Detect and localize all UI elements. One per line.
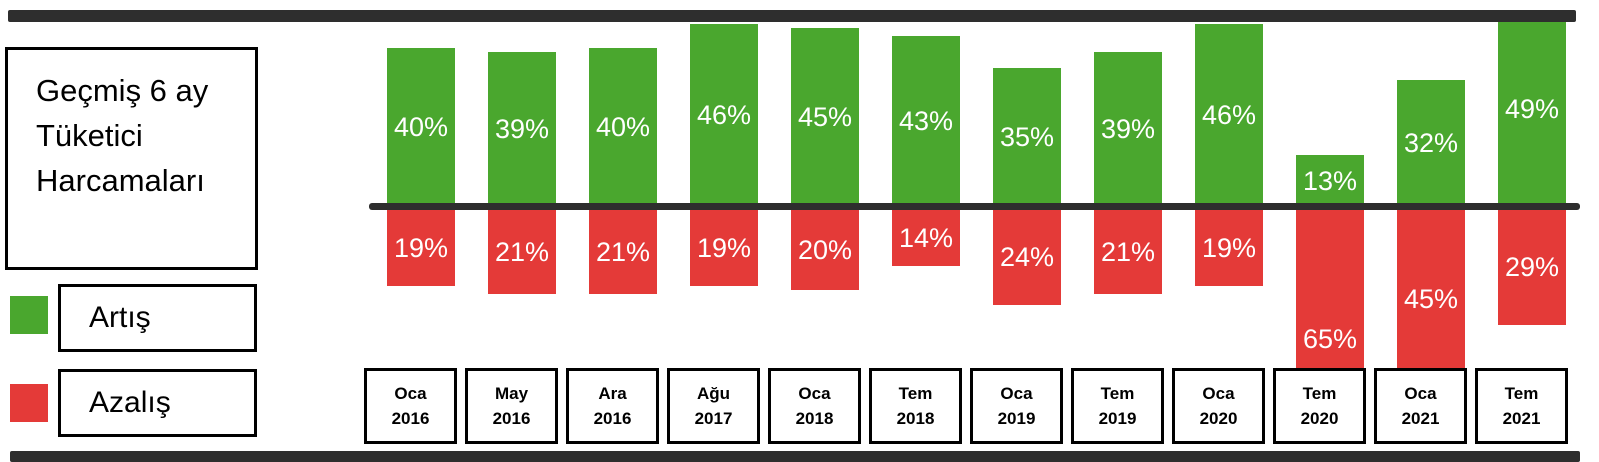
bar-value-label: 32% bbox=[1403, 128, 1459, 158]
bar-value-label: 21% bbox=[494, 236, 550, 267]
bar-decrease: 65% bbox=[1296, 210, 1364, 444]
bar-decrease: 45% bbox=[1397, 210, 1465, 389]
bar-value-label: 65% bbox=[1302, 324, 1358, 354]
bar-value-label: 40% bbox=[393, 112, 449, 142]
bar-value-label: 21% bbox=[1100, 236, 1156, 267]
bar-value-label: 13% bbox=[1302, 165, 1358, 196]
bar-value-label: 49% bbox=[1504, 94, 1560, 124]
bar-decrease: 14% bbox=[892, 210, 960, 266]
legend-swatch-decrease bbox=[10, 384, 48, 422]
bar-increase: 32% bbox=[1397, 80, 1465, 207]
bar-increase: 35% bbox=[993, 68, 1061, 207]
bar-increase: 40% bbox=[387, 48, 455, 207]
bar-decrease: 24% bbox=[993, 210, 1061, 305]
bar-value-label: 21% bbox=[595, 236, 651, 267]
legend-label-decrease: Azalış bbox=[89, 386, 171, 419]
legend-item-increase: Artış bbox=[58, 284, 257, 352]
bar-increase: 39% bbox=[488, 52, 556, 207]
bar-decrease: 21% bbox=[589, 210, 657, 294]
bar-decrease: 20% bbox=[791, 210, 859, 290]
bar-increase: 40% bbox=[589, 48, 657, 207]
bar-increase: 45% bbox=[791, 28, 859, 207]
bottom-rule bbox=[10, 451, 1580, 462]
bar-value-label: 46% bbox=[1201, 100, 1257, 130]
bar-value-label: 45% bbox=[1403, 284, 1459, 314]
chart-title-line: Geçmiş 6 ay bbox=[36, 73, 209, 108]
bar-value-label: 20% bbox=[797, 234, 853, 265]
bar-increase: 46% bbox=[1195, 24, 1263, 207]
chart-title-line: Harcamaları bbox=[36, 163, 205, 198]
bar-decrease: 19% bbox=[690, 210, 758, 286]
bar-value-label: 24% bbox=[999, 242, 1055, 272]
bar-value-label: 14% bbox=[898, 222, 954, 253]
bar-value-label: 39% bbox=[494, 114, 550, 144]
legend-label-increase: Artış bbox=[89, 301, 151, 334]
bar-value-label: 40% bbox=[595, 112, 651, 142]
zero-baseline bbox=[369, 203, 1580, 210]
bar-decrease: 21% bbox=[488, 210, 556, 294]
bars-layer: 40% 19% 39% 21% 40% 21% 46% 19% 45% 20% 43% 14% 35% 2… bbox=[387, 12, 1566, 444]
bar-value-label: 19% bbox=[1201, 232, 1257, 263]
bar-decrease: 19% bbox=[387, 210, 455, 286]
bar-value-label: 19% bbox=[393, 232, 449, 263]
bar-increase: 13% bbox=[1296, 155, 1364, 207]
bar-decrease: 19% bbox=[1195, 210, 1263, 286]
top-rule bbox=[8, 10, 1576, 22]
legend-swatch-increase bbox=[10, 296, 48, 334]
legend-item-decrease: Azalış bbox=[58, 369, 257, 437]
bar-increase: 43% bbox=[892, 36, 960, 207]
bar-value-label: 35% bbox=[999, 122, 1055, 152]
bar-decrease: 29% bbox=[1498, 210, 1566, 325]
bar-increase: 46% bbox=[690, 24, 758, 207]
bar-increase: 39% bbox=[1094, 52, 1162, 207]
bar-increase: 49% bbox=[1498, 12, 1566, 207]
bar-value-label: 46% bbox=[696, 100, 752, 130]
bar-value-label: 43% bbox=[898, 106, 954, 136]
bar-decrease: 21% bbox=[1094, 210, 1162, 294]
chart-title-box: Geçmiş 6 ay Tüketici Harcamaları bbox=[5, 47, 258, 270]
bar-value-label: 39% bbox=[1100, 114, 1156, 144]
bar-value-label: 29% bbox=[1504, 252, 1560, 282]
bar-value-label: 45% bbox=[797, 102, 853, 132]
chart-title-line: Tüketici bbox=[36, 118, 143, 153]
bar-value-label: 19% bbox=[696, 232, 752, 263]
